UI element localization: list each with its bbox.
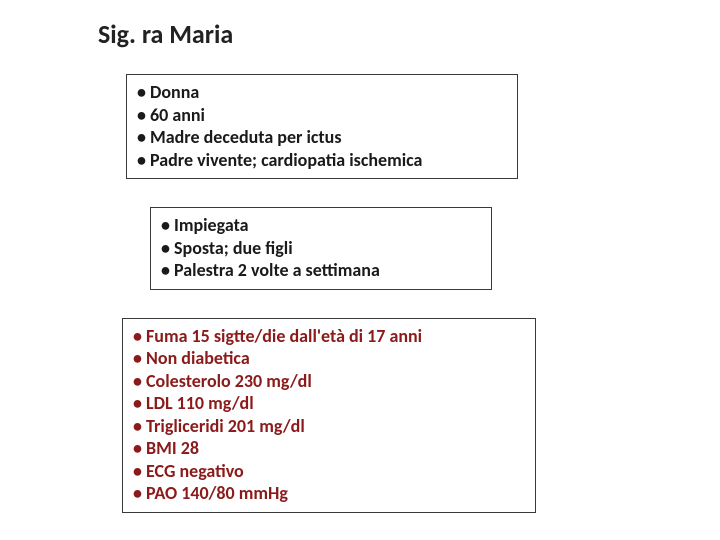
list-item: • BMI 28 (133, 437, 525, 460)
list-item: • Madre deceduta per ictus (137, 126, 507, 149)
list-item: • Impiegata (161, 214, 481, 237)
list-item: • Non diabetica (133, 347, 525, 370)
list-item: • Sposta; due figli (161, 237, 481, 260)
list-item: • Padre vivente; cardiopatia ischemica (137, 149, 507, 172)
list-item: • LDL 110 mg/dl (133, 392, 525, 415)
list-item: • PAO 140/80 mmHg (133, 482, 525, 505)
box-social: • Impiegata • Sposta; due figli • Palest… (150, 207, 492, 290)
slide-title: Sig. ra Maria (98, 18, 720, 50)
list-item: • Colesterolo 230 mg/dl (133, 370, 525, 393)
list-item: • ECG negativo (133, 460, 525, 483)
list-item: • Palestra 2 volte a settimana (161, 259, 481, 282)
list-item: • Fuma 15 sigtte/die dall'età di 17 anni (133, 325, 525, 348)
list-item: • Donna (137, 81, 507, 104)
list-item: • 60 anni (137, 104, 507, 127)
box-demographics: • Donna • 60 anni • Madre deceduta per i… (126, 74, 518, 179)
box-clinical: • Fuma 15 sigtte/die dall'età di 17 anni… (122, 318, 536, 513)
slide: Sig. ra Maria • Donna • 60 anni • Madre … (0, 0, 720, 540)
list-item: • Trigliceridi 201 mg/dl (133, 415, 525, 438)
